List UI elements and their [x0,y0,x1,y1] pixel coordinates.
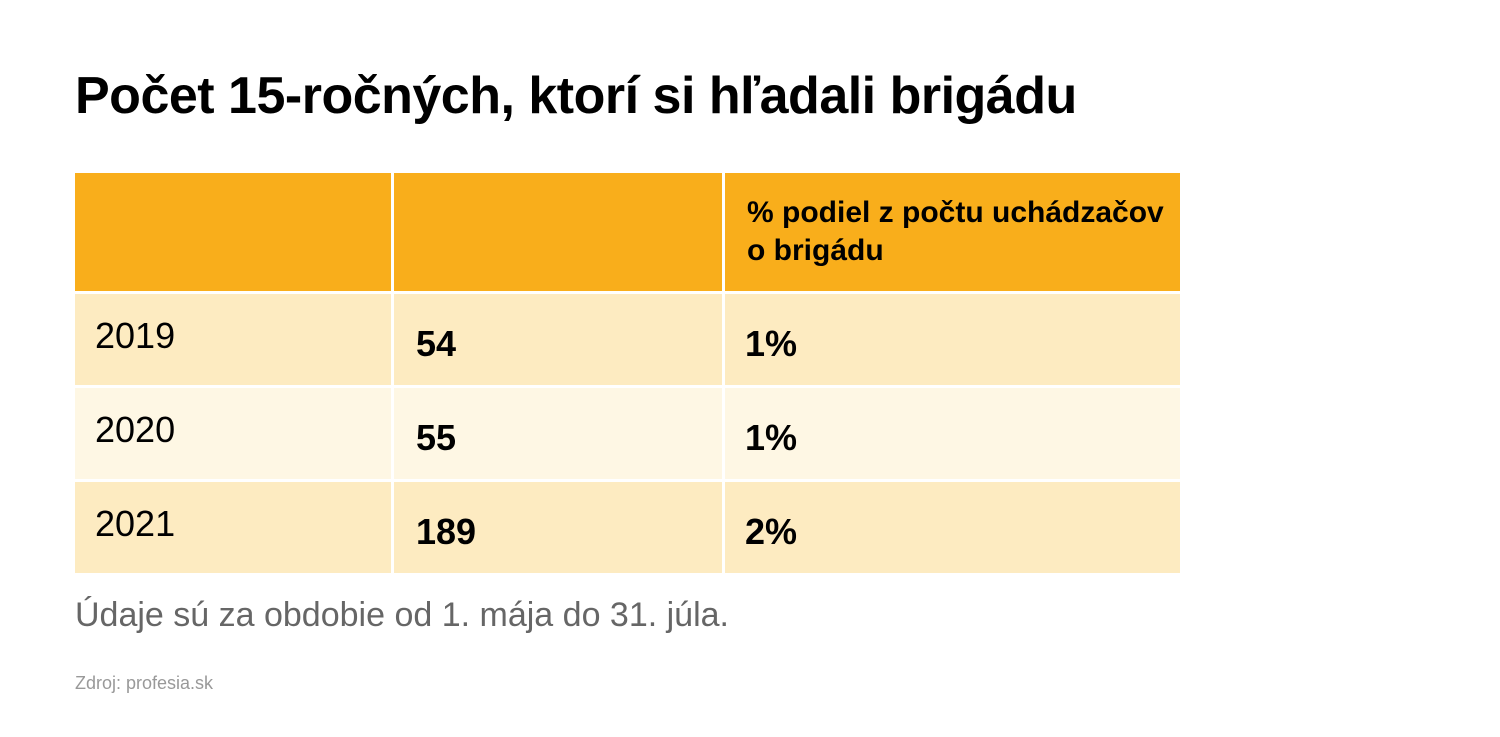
header-cell-count [394,173,722,291]
chart-title: Počet 15-ročných, ktorí si hľadali brigá… [75,67,1077,125]
share-cell: 1% [725,388,1180,479]
header-cell-year [75,173,391,291]
table-row: 2019 54 1% [75,294,1180,385]
table-row: 2021 189 2% [75,482,1180,573]
count-cell: 54 [394,294,722,385]
table-header: % podiel z počtu uchádzačov o brigádu [75,173,1180,291]
table-row: 2020 55 1% [75,388,1180,479]
share-cell: 1% [725,294,1180,385]
header-cell-share: % podiel z počtu uchádzačov o brigádu [725,173,1180,291]
source-note: Zdroj: profesia.sk [75,673,214,693]
count-cell: 189 [394,482,722,573]
count-cell: 55 [394,388,722,479]
data-table: % podiel z počtu uchádzačov o brigádu 20… [75,173,1180,576]
footnote: Údaje sú za obdobie od 1. mája do 31. jú… [75,596,730,634]
year-cell: 2020 [75,388,391,479]
year-cell: 2019 [75,294,391,385]
share-cell: 2% [725,482,1180,573]
year-cell: 2021 [75,482,391,573]
